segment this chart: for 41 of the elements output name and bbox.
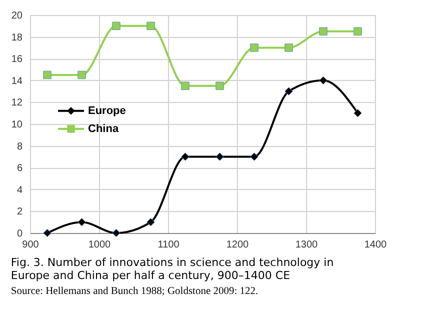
- point: [112, 22, 120, 30]
- point: [250, 44, 258, 52]
- point: [250, 152, 258, 161]
- text: Fig. 3. Number of innovations in science and technology in Europe and China per half a century, 900–1400 CE: [10, 256, 334, 282]
- point: [181, 152, 190, 161]
- point: [78, 218, 86, 226]
- point: [354, 108, 362, 118]
- point: [78, 70, 86, 80]
- point: [43, 228, 52, 238]
- x-tick-label: 900: [22, 240, 40, 250]
- y-tick-label: 14: [11, 76, 23, 87]
- point: [319, 76, 328, 85]
- point: [216, 82, 224, 90]
- y-tick-label: 10: [11, 120, 23, 130]
- y-tick-label: 18: [11, 32, 23, 44]
- y-tick-label: 12: [11, 98, 23, 109]
- point: [146, 218, 155, 226]
- point: [112, 228, 120, 238]
- x-tick-label: 1400: [364, 240, 388, 250]
- x-tick-label: 1100: [158, 240, 180, 250]
- point: [319, 27, 328, 36]
- legend-label: Europe: [88, 104, 126, 117]
- y-tick-label: 2: [16, 206, 23, 218]
- x-tick-label: 1200: [226, 240, 250, 250]
- point: [181, 82, 190, 90]
- y-tick-label: 4: [16, 184, 23, 196]
- point: [284, 87, 293, 96]
- point: [43, 70, 52, 80]
- x-tick-label: 1300: [295, 240, 318, 250]
- y-tick-label: 6: [16, 163, 23, 174]
- y-tick-label: 20: [11, 10, 23, 22]
- y-tick-label: 0: [16, 228, 23, 240]
- source-note: Source: Hellemans and Bunch 1988; Goldstone 2009: 122.: [10, 286, 258, 297]
- point: [354, 27, 362, 36]
- legend-label: China: [88, 122, 120, 135]
- point: [146, 22, 155, 30]
- y-tick-label: 16: [11, 54, 23, 66]
- y-tick-label: 8: [16, 141, 23, 152]
- point: [284, 44, 293, 52]
- x-tick-label: 1000: [88, 240, 112, 250]
- point: [216, 152, 224, 161]
